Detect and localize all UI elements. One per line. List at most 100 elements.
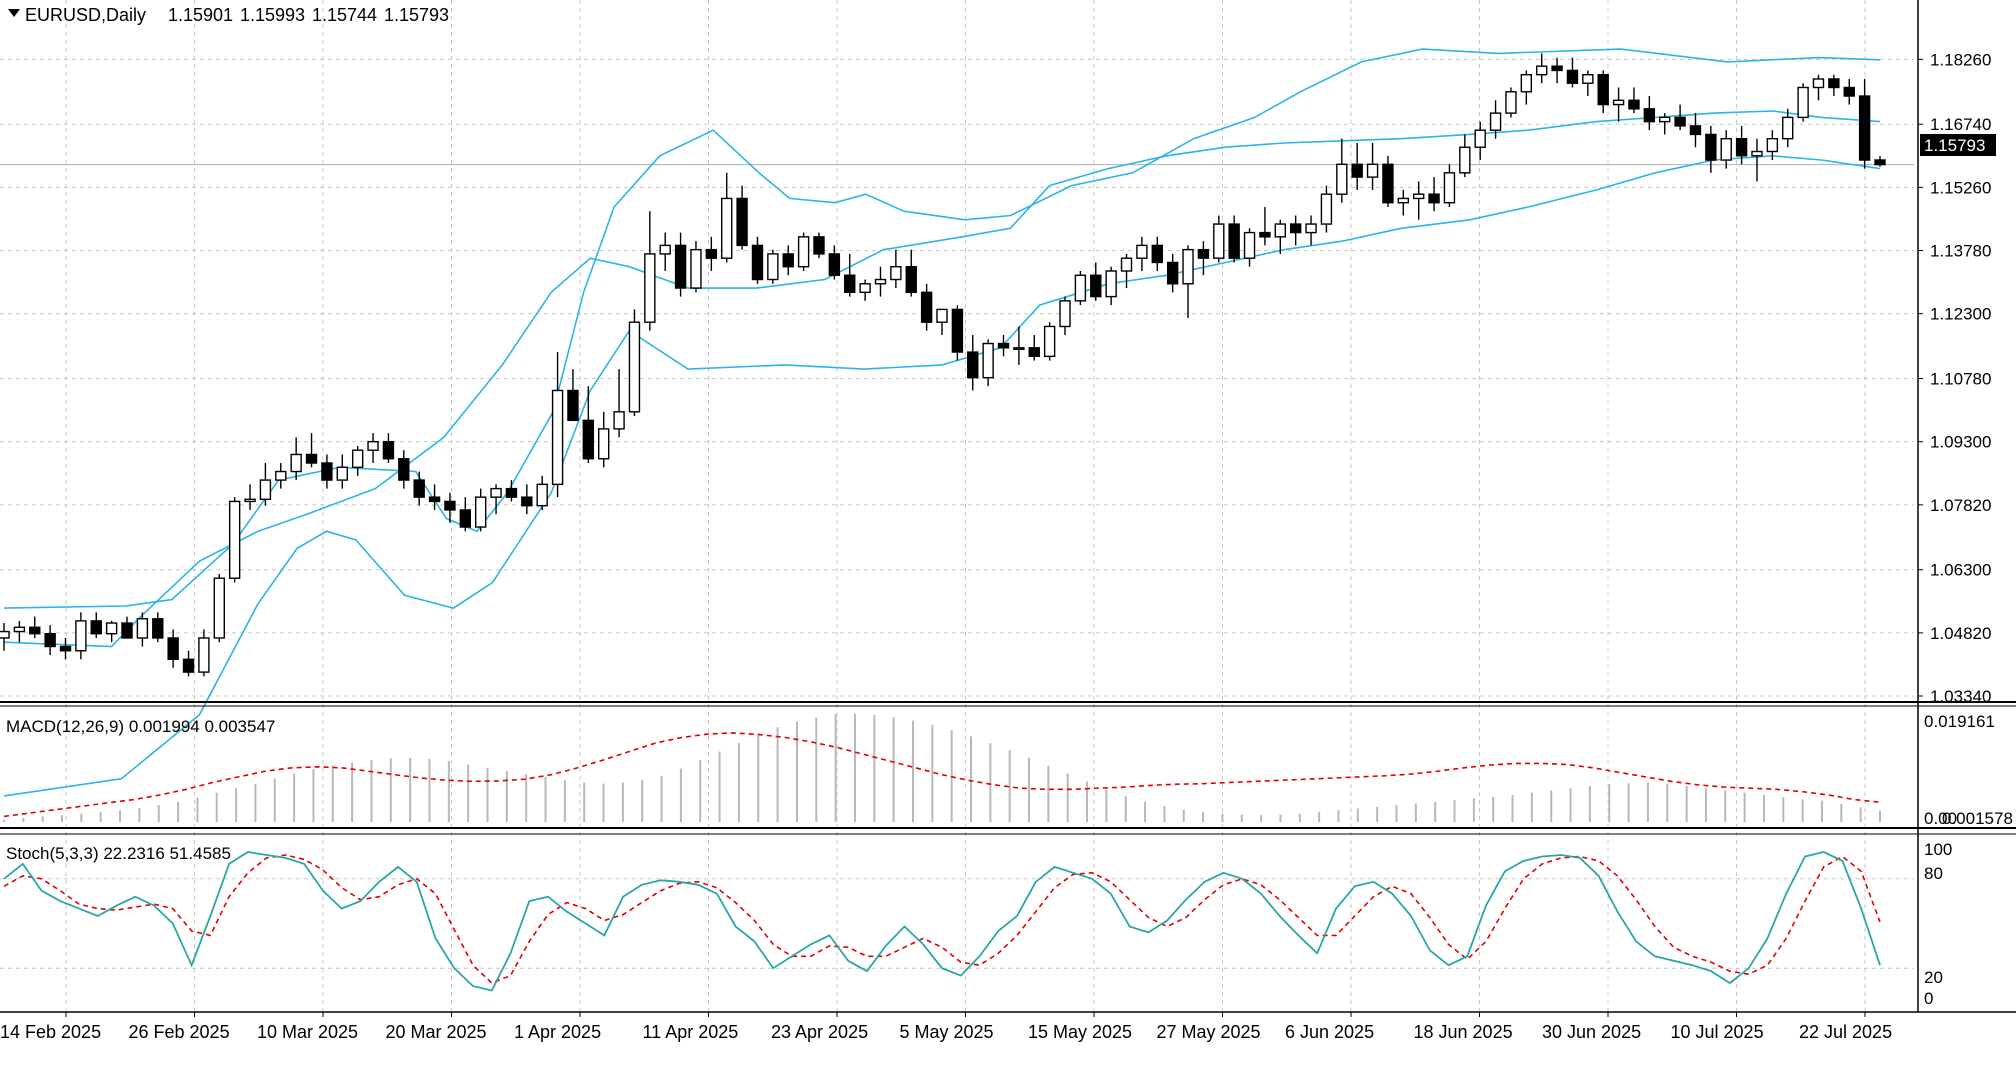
candle bbox=[582, 386, 595, 464]
candle-body-down bbox=[813, 236, 825, 255]
stoch-level-80: 80 bbox=[1924, 864, 1943, 883]
candle bbox=[997, 334, 1010, 357]
candle-body-up bbox=[859, 283, 871, 294]
price-tick-label: 1.12300 bbox=[1930, 305, 1991, 324]
candle bbox=[1505, 87, 1517, 118]
candle bbox=[1320, 185, 1333, 233]
macd-scale-zero: 0.00 bbox=[1924, 809, 1957, 828]
candle bbox=[44, 625, 56, 656]
candle bbox=[1797, 83, 1809, 122]
candle bbox=[782, 245, 794, 276]
candle-body-down bbox=[920, 291, 933, 323]
candle bbox=[0, 623, 10, 651]
candle-body-down bbox=[1551, 65, 1563, 72]
candle-body-up bbox=[13, 626, 26, 633]
date-tick-label: 15 May 2025 bbox=[1028, 1022, 1132, 1042]
candle bbox=[628, 309, 641, 417]
candle bbox=[1612, 87, 1625, 122]
candle bbox=[1013, 326, 1025, 365]
candle bbox=[1628, 87, 1640, 114]
candlestick-series[interactable] bbox=[0, 53, 1886, 677]
candle-body-up bbox=[1443, 172, 1456, 204]
candle bbox=[1674, 104, 1686, 131]
candle bbox=[1782, 108, 1794, 148]
candle bbox=[1336, 138, 1348, 203]
candle-body-down bbox=[1151, 244, 1163, 264]
candle-body-up bbox=[1336, 163, 1348, 195]
candle-body-down bbox=[1382, 163, 1394, 204]
macd-scale-bottom: 0.001578 bbox=[1942, 809, 2013, 828]
candle-body-up bbox=[1120, 257, 1133, 272]
price-tick-label: 1.07820 bbox=[1930, 496, 1991, 515]
candle-body-down bbox=[44, 632, 56, 648]
candle bbox=[459, 497, 472, 532]
candle-body-down bbox=[844, 274, 856, 294]
header-close: 1.15793 bbox=[384, 5, 449, 25]
candle-body-up bbox=[659, 244, 671, 255]
candle-body-up bbox=[936, 308, 948, 323]
candle bbox=[736, 185, 748, 250]
candle bbox=[1059, 296, 1071, 335]
candle bbox=[674, 232, 687, 297]
candle-body-down bbox=[905, 266, 917, 294]
candle bbox=[1351, 142, 1363, 190]
candle-body-up bbox=[890, 266, 902, 281]
candle-body-down bbox=[1197, 248, 1210, 259]
macd-signal-line bbox=[3, 732, 1881, 818]
candle bbox=[813, 232, 825, 259]
candle-body-down bbox=[1705, 133, 1717, 161]
candle-body-up bbox=[1305, 223, 1317, 234]
candle bbox=[521, 484, 533, 515]
candle bbox=[659, 232, 671, 271]
candle bbox=[244, 484, 256, 510]
candle bbox=[136, 612, 149, 647]
candle bbox=[1474, 121, 1486, 161]
candle-body-down bbox=[59, 645, 72, 652]
candle bbox=[1397, 189, 1410, 216]
candle-body-up bbox=[1505, 91, 1517, 114]
candle-body-up bbox=[1659, 116, 1671, 123]
candle-body-up bbox=[228, 500, 241, 579]
candle bbox=[1659, 113, 1671, 135]
collapse-triangle-icon[interactable] bbox=[8, 9, 20, 17]
price-tick-label: 1.13780 bbox=[1930, 242, 1991, 261]
candle bbox=[1520, 70, 1533, 105]
candle bbox=[751, 236, 764, 284]
candle bbox=[290, 437, 302, 481]
candle-body-up bbox=[490, 487, 502, 498]
candle-body-down bbox=[582, 419, 595, 460]
candle bbox=[1705, 125, 1717, 173]
candle bbox=[121, 616, 133, 639]
candle bbox=[1812, 74, 1825, 101]
candle bbox=[29, 616, 41, 638]
date-tick-label: 1 Apr 2025 bbox=[514, 1022, 601, 1042]
date-tick-label: 10 Mar 2025 bbox=[257, 1022, 358, 1042]
candle bbox=[1843, 78, 1855, 105]
candle-body-up bbox=[536, 483, 548, 507]
candle-body-up bbox=[1412, 193, 1425, 200]
candle-body-down bbox=[1858, 95, 1871, 161]
candle-body-up bbox=[1536, 65, 1548, 76]
candle bbox=[351, 445, 364, 476]
candle-body-down bbox=[1843, 86, 1855, 97]
candle-body-down bbox=[1828, 78, 1840, 89]
candle bbox=[152, 612, 164, 643]
date-tick-label: 22 Jul 2025 bbox=[1799, 1022, 1892, 1042]
header-low: 1.15744 bbox=[312, 5, 377, 25]
candle-body-up bbox=[367, 440, 379, 451]
candle bbox=[1228, 215, 1240, 263]
candle bbox=[1382, 155, 1394, 207]
grid-layer bbox=[0, 0, 1914, 1012]
candle bbox=[982, 339, 994, 387]
price-tick-label: 1.10780 bbox=[1930, 370, 1991, 389]
candle-body-up bbox=[874, 278, 887, 285]
candle-body-up bbox=[1797, 86, 1809, 119]
candle bbox=[598, 411, 610, 468]
price-tick-label: 1.18260 bbox=[1930, 50, 1991, 69]
candle-body-up bbox=[1766, 138, 1779, 153]
candle-body-down bbox=[1674, 116, 1686, 127]
candle-body-up bbox=[1213, 223, 1225, 259]
candle-body-down bbox=[182, 658, 195, 673]
